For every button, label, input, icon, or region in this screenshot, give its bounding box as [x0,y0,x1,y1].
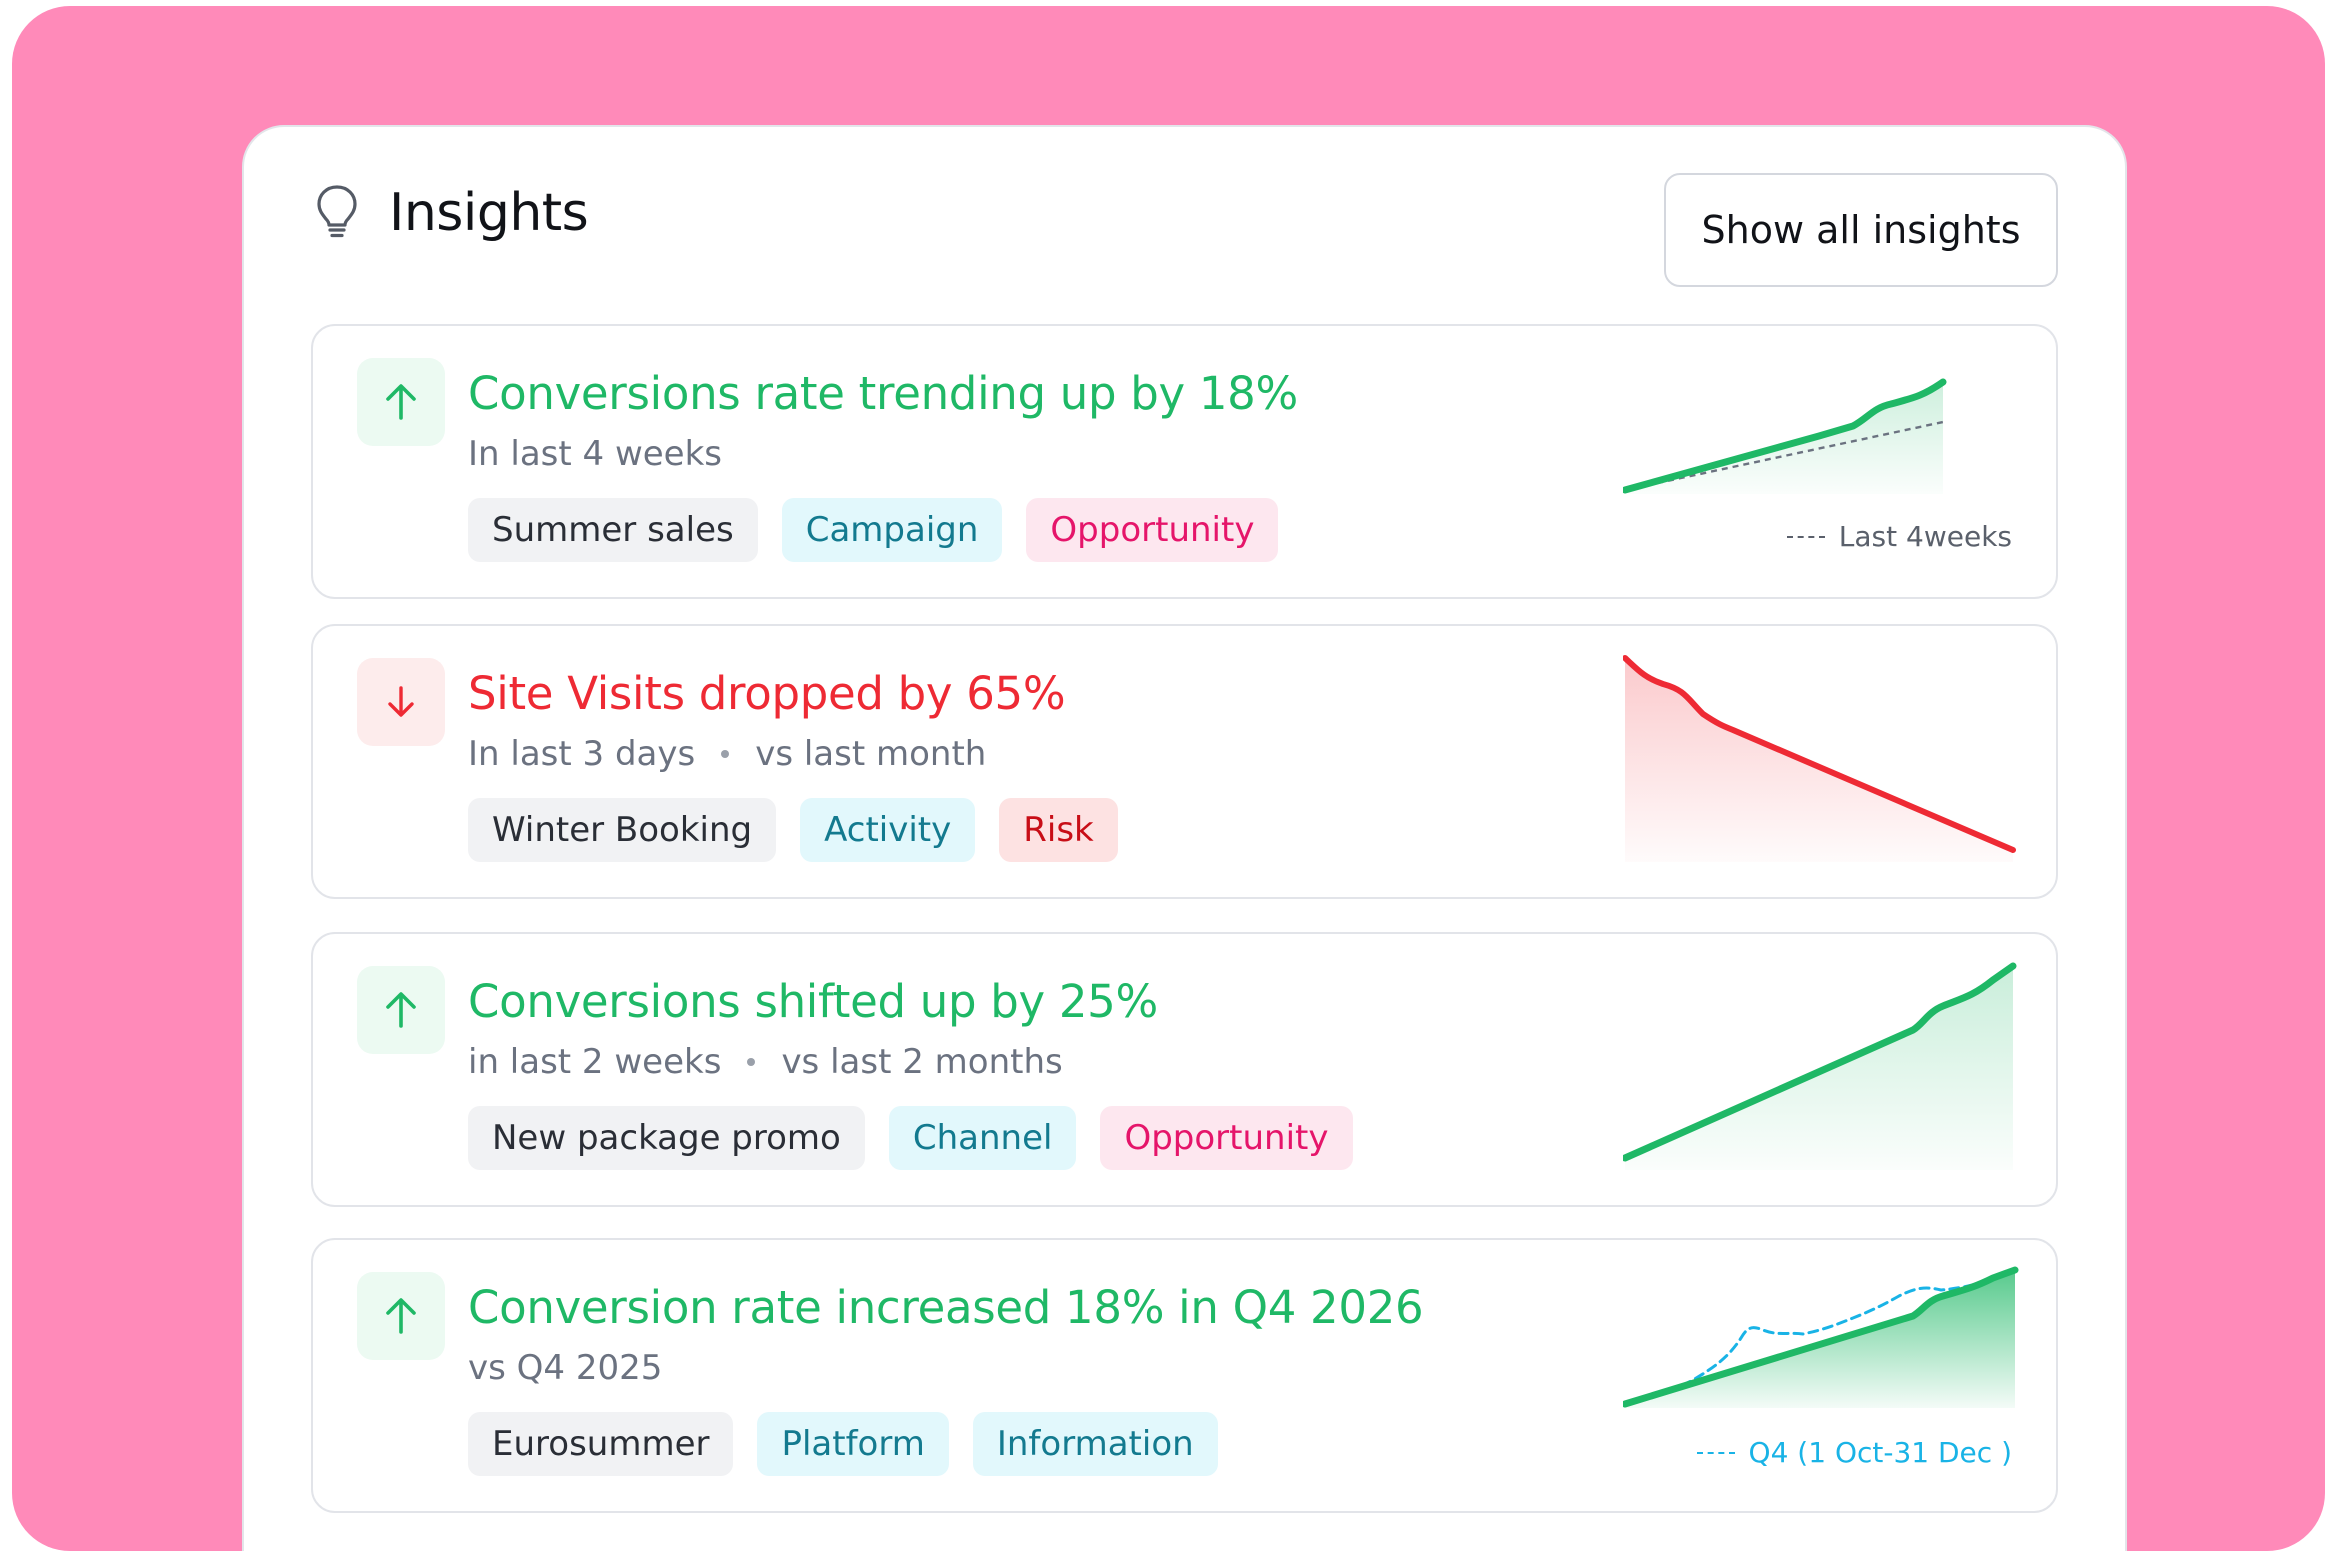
show-all-insights-button[interactable]: Show all insights [1664,173,2058,287]
tag[interactable]: Risk [999,798,1118,862]
arrow-up-icon [386,1298,416,1334]
insight-title: Conversion rate increased 18% in Q4 2026 [468,1281,1424,1334]
trend-badge [357,1272,445,1360]
lightbulb-icon [317,185,357,238]
insight-title: Conversions rate trending up by 18% [468,367,1298,420]
separator-dot [747,1058,756,1066]
separator-dot [721,750,730,758]
trend-sparkline [1623,962,2017,1170]
insight-subtitle: In last 4 weeks [468,432,722,476]
insight-period: In last 4 weeks [468,434,723,474]
tag[interactable]: Campaign [781,498,1003,562]
trend-badge [357,966,445,1054]
tag[interactable]: Opportunity [1100,1106,1353,1170]
tag-list: Winter Booking Activity Risk [468,798,1118,862]
tag[interactable]: Winter Booking [468,798,777,862]
trend-badge [357,658,445,746]
insight-subtitle: in last 2 weeks vs last 2 months [468,1040,1063,1084]
insight-comparison: vs Q4 2025 [468,1348,663,1388]
legend-label: Q4 (1 Oct-31 Dec ) [1748,1436,2012,1469]
tag-list: New package promo Channel Opportunity [468,1106,1353,1170]
tag[interactable]: Platform [757,1412,949,1476]
trend-sparkline [1623,378,1947,494]
insight-subtitle: In last 3 days vs last month [468,732,986,776]
tag[interactable]: Channel [888,1106,1077,1170]
page-background: Insights Show all insights Conversions r… [12,6,2325,1551]
insight-card[interactable]: Conversion rate increased 18% in Q4 2026… [311,1238,2058,1513]
tag[interactable]: Opportunity [1026,498,1279,562]
dashed-line-icon [1696,1451,1735,1454]
insight-period: in last 2 weeks [468,1042,722,1082]
tag[interactable]: Summer sales [468,498,758,562]
trend-sparkline [1623,1266,2019,1408]
trend-sparkline [1623,655,2016,862]
insight-card[interactable]: Site Visits dropped by 65% In last 3 day… [311,624,2058,899]
arrow-up-icon [386,992,416,1028]
tag[interactable]: Activity [800,798,976,862]
chart-legend: Last 4weeks [1786,520,2012,553]
trend-badge [357,358,445,446]
dashed-line-icon [1786,535,1825,538]
page-title: Insights [389,183,589,243]
tag[interactable]: New package promo [468,1106,865,1170]
legend-label: Last 4weeks [1838,520,2012,553]
insight-card[interactable]: Conversions rate trending up by 18% In l… [311,324,2058,599]
insights-panel: Insights Show all insights Conversions r… [242,125,2127,1551]
insight-comparison: vs last 2 months [781,1042,1063,1082]
arrow-up-icon [386,384,416,420]
insight-title: Site Visits dropped by 65% [468,667,1066,720]
insight-period: In last 3 days [468,734,696,774]
arrow-down-icon [388,686,414,717]
chart-legend: Q4 (1 Oct-31 Dec ) [1696,1436,2012,1469]
tag[interactable]: Information [972,1412,1218,1476]
tag[interactable]: Eurosummer [468,1412,734,1476]
insight-card[interactable]: Conversions shifted up by 25% in last 2 … [311,932,2058,1207]
tag-list: Eurosummer Platform Information [468,1412,1218,1476]
insight-title: Conversions shifted up by 25% [468,975,1158,1028]
tag-list: Summer sales Campaign Opportunity [468,498,1279,562]
insight-comparison: vs last month [755,734,987,774]
insight-subtitle: vs Q4 2025 [468,1346,662,1390]
